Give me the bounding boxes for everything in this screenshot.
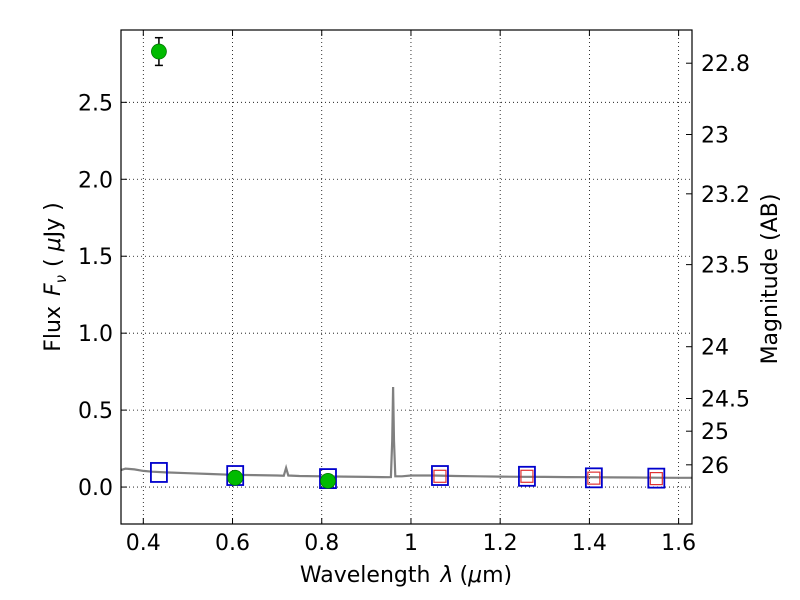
x-tick-label: 1 (404, 531, 418, 556)
model-photometry-series (150, 462, 666, 490)
model-photometry-point (584, 467, 603, 489)
axis-ticks: 0.4 0.6 0.8 1 1.2 1.4 1.6 0.0 0.5 1.0 1.5 2.0 2.5 22.… (78, 30, 750, 556)
y-tick-label: 0.0 (78, 476, 113, 501)
plot-frame (120, 29, 693, 525)
model-photometry-point (647, 467, 666, 489)
y-tick-label: 1.5 (78, 245, 113, 270)
predicted-photometry-point (587, 471, 601, 485)
y2-tick-label: 25 (701, 420, 729, 445)
x-tick-label: 0.6 (215, 531, 250, 556)
model-spectrum-series (120, 386, 692, 479)
x-tick-label: 1.6 (661, 531, 696, 556)
y2-tick-label: 23 (701, 124, 729, 149)
x-tick-label: 0.8 (304, 531, 339, 556)
predicted-photometry-point (649, 472, 663, 486)
x-tick-label: 0.4 (126, 531, 161, 556)
y2-tick-label: 24.5 (701, 388, 750, 413)
predicted-photometry-series (433, 469, 663, 486)
y2-tick-label: 24 (701, 336, 729, 361)
model-photometry-point (518, 465, 536, 487)
model-spectrum-line (120, 386, 692, 479)
y2-tick-label: 22.8 (701, 52, 750, 77)
y2-tick-label: 23.2 (701, 183, 750, 208)
y2-tick-label: 23.5 (701, 254, 750, 279)
y-axis-label: FluxFν( μJy ) (41, 202, 70, 351)
observed-point (320, 473, 336, 489)
y2-axis-label: Magnitude (AB) (758, 194, 783, 365)
observed-point (227, 469, 244, 486)
y-tick-label: 2.0 (78, 168, 113, 193)
model-photometry-point (150, 462, 168, 483)
grid-lines (121, 30, 692, 524)
y-tick-label: 1.0 (78, 322, 113, 347)
observed-point (151, 43, 167, 60)
predicted-photometry-point (520, 469, 534, 483)
x-axis-label: Wavelength λ (μm) (300, 563, 512, 588)
model-photometry-point (431, 465, 449, 486)
x-tick-label: 1.4 (572, 531, 607, 556)
y-tick-label: 0.5 (78, 399, 113, 424)
x-tick-label: 1.2 (483, 531, 518, 556)
observed-photometry-series (151, 36, 336, 489)
y-tick-label: 2.5 (78, 91, 113, 116)
y2-tick-label: 26 (701, 454, 729, 479)
predicted-photometry-point (433, 469, 447, 483)
